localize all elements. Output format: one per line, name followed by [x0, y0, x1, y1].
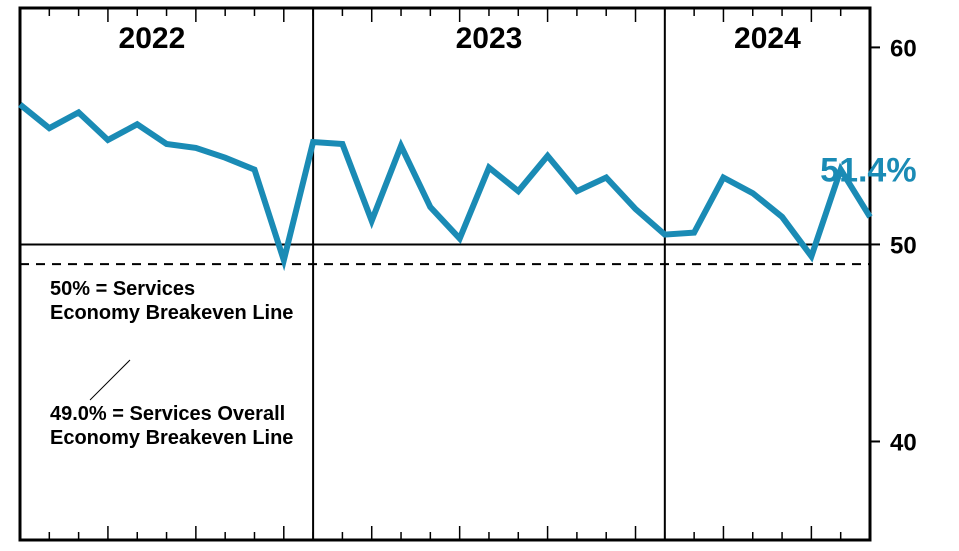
- ann-breakeven-49-line-0: 49.0% = Services Overall: [50, 403, 285, 425]
- y-axis-tick-label: 40: [890, 429, 917, 456]
- ann-breakeven-50-line-1: Economy Breakeven Line: [50, 302, 293, 324]
- x-axis-year-label: 2023: [456, 22, 523, 55]
- ann-breakeven-50-line-0: 50% = Services: [50, 278, 195, 300]
- y-axis-tick-label: 50: [890, 232, 917, 259]
- chart-container: 20222023202440506051.4%50% = ServicesEco…: [0, 0, 959, 551]
- y-axis-tick-label: 60: [890, 35, 917, 62]
- x-axis-year-label: 2024: [734, 22, 801, 55]
- ann-breakeven-49-line-1: Economy Breakeven Line: [50, 427, 293, 449]
- x-axis-year-label: 2022: [119, 22, 186, 55]
- current-value-callout: 51.4%: [820, 151, 916, 189]
- line-chart: 20222023202440506051.4%50% = ServicesEco…: [0, 0, 959, 551]
